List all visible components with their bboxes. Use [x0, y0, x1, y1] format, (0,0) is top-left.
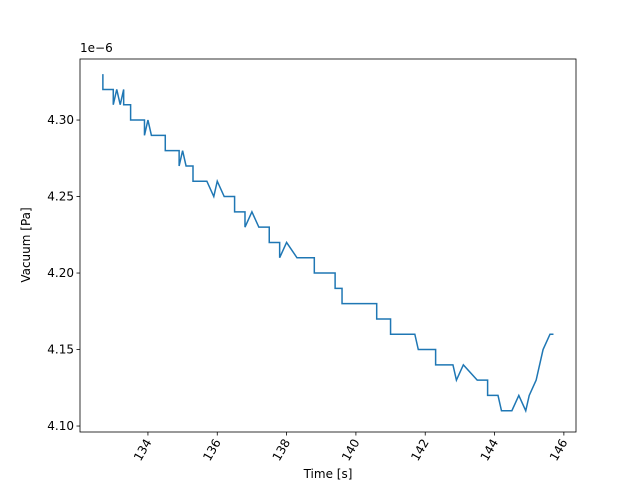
y-tick-label: 4.25: [47, 190, 74, 204]
y-axis-label: Vacuum [Pa]: [19, 207, 33, 282]
x-tick-label: 138: [270, 437, 294, 464]
y-tick-label: 4.20: [47, 266, 74, 280]
y-tick-label: 4.30: [47, 113, 74, 127]
y-tick-label: 4.15: [47, 343, 74, 357]
x-tick-label: 134: [131, 437, 155, 464]
x-tick-label: 142: [408, 437, 432, 464]
x-tick-label: 144: [478, 437, 502, 464]
x-axis-label: Time [s]: [303, 467, 353, 480]
y-tick-label: 4.10: [47, 419, 74, 433]
x-tick-label: 140: [339, 437, 363, 464]
data-line: [102, 74, 554, 414]
y-offset-label: 1e−6: [80, 41, 113, 55]
x-tick-label: 136: [200, 437, 224, 464]
x-tick-label: 146: [547, 437, 571, 464]
axes-frame: [79, 58, 577, 433]
